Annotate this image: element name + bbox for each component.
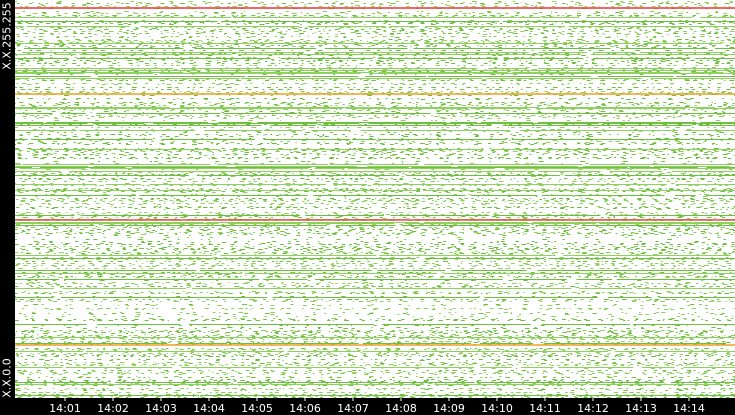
- x-tick-label: 14:14: [673, 402, 705, 415]
- x-tick-label: 14:10: [481, 402, 513, 415]
- x-tick-label: 14:03: [145, 402, 177, 415]
- x-tick-label: 14:06: [289, 402, 321, 415]
- traffic-texture: [15, 1, 735, 398]
- x-tick-label: 14:09: [433, 402, 465, 415]
- x-axis-bar: [0, 398, 735, 415]
- x-tick-label: 14:12: [577, 402, 609, 415]
- x-tick-label: 14:13: [625, 402, 657, 415]
- x-tick-label: 14:02: [97, 402, 129, 415]
- y-tick-label: X.X.0.0: [1, 358, 14, 398]
- x-tick-label: 14:11: [529, 402, 561, 415]
- x-tick-label: 14:01: [49, 402, 81, 415]
- y-axis-bar: [0, 0, 15, 415]
- x-tick-label: 14:08: [385, 402, 417, 415]
- y-tick-label: X.X.255.255: [1, 2, 14, 70]
- x-tick-label: 14:04: [193, 402, 225, 415]
- x-tick-label: 14:05: [241, 402, 273, 415]
- x-tick-label: 14:07: [337, 402, 369, 415]
